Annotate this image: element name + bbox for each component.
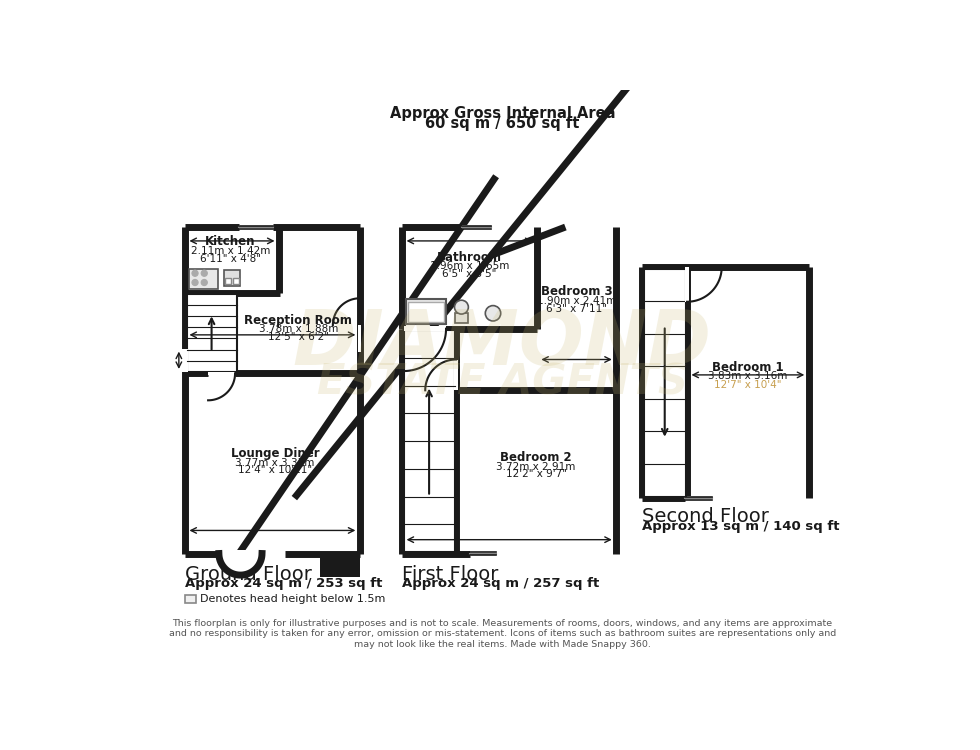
Text: DIAMOND: DIAMOND (293, 307, 711, 381)
Bar (219, 550, 262, 556)
Circle shape (455, 300, 468, 314)
Bar (470, 551, 496, 556)
Bar (225, 278, 231, 284)
Bar (409, 302, 444, 322)
Bar (404, 326, 446, 331)
Text: 3.83m x 3.16m: 3.83m x 3.16m (709, 371, 788, 382)
Bar (454, 359, 459, 390)
Text: Bathroom: Bathroom (437, 251, 502, 263)
Bar (636, 261, 815, 504)
Text: Second Floor: Second Floor (643, 507, 769, 526)
Bar (685, 496, 711, 500)
Bar (406, 299, 446, 324)
Text: Approx 13 sq m / 140 sq ft: Approx 13 sq m / 140 sq ft (643, 520, 840, 532)
Polygon shape (219, 554, 262, 575)
Text: Kitchen: Kitchen (205, 236, 256, 248)
Bar (359, 326, 362, 352)
Text: Bedroom 2: Bedroom 2 (501, 451, 572, 464)
Text: ESTATE AGENTS: ESTATE AGENTS (317, 362, 688, 404)
Text: Approx 24 sq m / 257 sq ft: Approx 24 sq m / 257 sq ft (402, 578, 600, 590)
Bar (685, 267, 689, 302)
Bar (463, 225, 491, 230)
Text: Approx 24 sq m / 253 sq ft: Approx 24 sq m / 253 sq ft (185, 578, 382, 590)
Bar (233, 278, 239, 284)
Bar (396, 221, 622, 560)
Text: Ground Floor: Ground Floor (185, 565, 312, 584)
Text: Lounge Diner: Lounge Diner (230, 447, 319, 460)
Circle shape (192, 280, 198, 286)
Bar (178, 221, 366, 560)
Bar (223, 270, 240, 286)
Text: 12'7" x 10'4": 12'7" x 10'4" (714, 380, 782, 390)
Text: 6'3" x 7'11": 6'3" x 7'11" (546, 304, 607, 313)
Text: 6'11" x 4'8": 6'11" x 4'8" (200, 254, 261, 264)
Text: 2.11m x 1.42m: 2.11m x 1.42m (191, 246, 270, 256)
Bar (185, 595, 196, 603)
Text: 12'5" x 6'2": 12'5" x 6'2" (268, 332, 328, 342)
Text: 3.72m x 2.91m: 3.72m x 2.91m (497, 461, 576, 472)
Circle shape (485, 305, 501, 321)
Bar (208, 372, 235, 375)
Circle shape (192, 270, 198, 276)
Bar (404, 330, 455, 552)
Circle shape (201, 270, 208, 276)
Text: First Floor: First Floor (402, 565, 499, 584)
Text: 1.96m x 1.65m: 1.96m x 1.65m (430, 261, 510, 272)
Bar (182, 349, 188, 372)
Text: 3.77m x 3.33m: 3.77m x 3.33m (235, 458, 315, 468)
Text: 12'2" x 9'7": 12'2" x 9'7" (506, 470, 566, 479)
Text: Bedroom 1: Bedroom 1 (712, 361, 784, 374)
Bar (319, 552, 360, 577)
Text: Denotes head height below 1.5m: Denotes head height below 1.5m (200, 594, 385, 604)
Bar (644, 268, 686, 496)
Text: 12'4" x 10'11": 12'4" x 10'11" (238, 466, 313, 476)
Text: 60 sq m / 650 sq ft: 60 sq m / 650 sq ft (425, 116, 579, 131)
Text: 3.78m x 1.88m: 3.78m x 1.88m (259, 325, 338, 334)
Bar (455, 314, 468, 322)
Text: 1.90m x 2.41m: 1.90m x 2.41m (537, 296, 616, 306)
Bar (186, 294, 236, 372)
Bar (189, 268, 219, 289)
Text: 6'5" x 5'5": 6'5" x 5'5" (442, 269, 497, 279)
Bar (239, 225, 272, 230)
Circle shape (201, 280, 208, 286)
Text: Bedroom 3: Bedroom 3 (541, 285, 612, 298)
Text: Reception Room: Reception Room (244, 314, 352, 327)
Text: This floorplan is only for illustrative purposes and is not to scale. Measuremen: This floorplan is only for illustrative … (169, 619, 836, 649)
Text: Approx Gross Internal Area: Approx Gross Internal Area (389, 106, 615, 121)
